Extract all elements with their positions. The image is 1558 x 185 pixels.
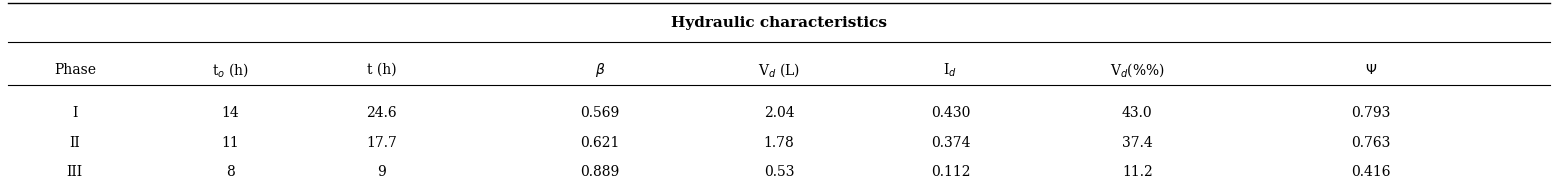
- Text: 2.04: 2.04: [763, 106, 795, 120]
- Text: 43.0: 43.0: [1122, 106, 1153, 120]
- Text: 0.889: 0.889: [580, 165, 620, 179]
- Text: 0.763: 0.763: [1351, 136, 1391, 150]
- Text: $\beta$: $\beta$: [595, 61, 605, 79]
- Text: 0.374: 0.374: [930, 136, 971, 150]
- Text: V$_d$(%%): V$_d$(%%): [1109, 61, 1165, 79]
- Text: 0.621: 0.621: [580, 136, 620, 150]
- Text: Phase: Phase: [55, 63, 95, 77]
- Text: 0.430: 0.430: [930, 106, 971, 120]
- Text: II: II: [70, 136, 79, 150]
- Text: 0.112: 0.112: [930, 165, 971, 179]
- Text: I$_d$: I$_d$: [944, 61, 957, 79]
- Text: 24.6: 24.6: [366, 106, 397, 120]
- Text: 9: 9: [377, 165, 386, 179]
- Text: 0.793: 0.793: [1351, 106, 1391, 120]
- Text: 37.4: 37.4: [1122, 136, 1153, 150]
- Text: 11: 11: [221, 136, 240, 150]
- Text: 8: 8: [226, 165, 235, 179]
- Text: t$_o$ (h): t$_o$ (h): [212, 61, 249, 79]
- Text: 14: 14: [221, 106, 240, 120]
- Text: 11.2: 11.2: [1122, 165, 1153, 179]
- Text: t (h): t (h): [366, 63, 397, 77]
- Text: $\Psi$: $\Psi$: [1365, 63, 1377, 77]
- Text: 0.416: 0.416: [1351, 165, 1391, 179]
- Text: Hydraulic characteristics: Hydraulic characteristics: [671, 16, 887, 30]
- Text: 0.569: 0.569: [580, 106, 620, 120]
- Text: I: I: [72, 106, 78, 120]
- Text: 0.53: 0.53: [763, 165, 795, 179]
- Text: 1.78: 1.78: [763, 136, 795, 150]
- Text: V$_d$ (L): V$_d$ (L): [757, 61, 801, 79]
- Text: 17.7: 17.7: [366, 136, 397, 150]
- Text: III: III: [67, 165, 83, 179]
